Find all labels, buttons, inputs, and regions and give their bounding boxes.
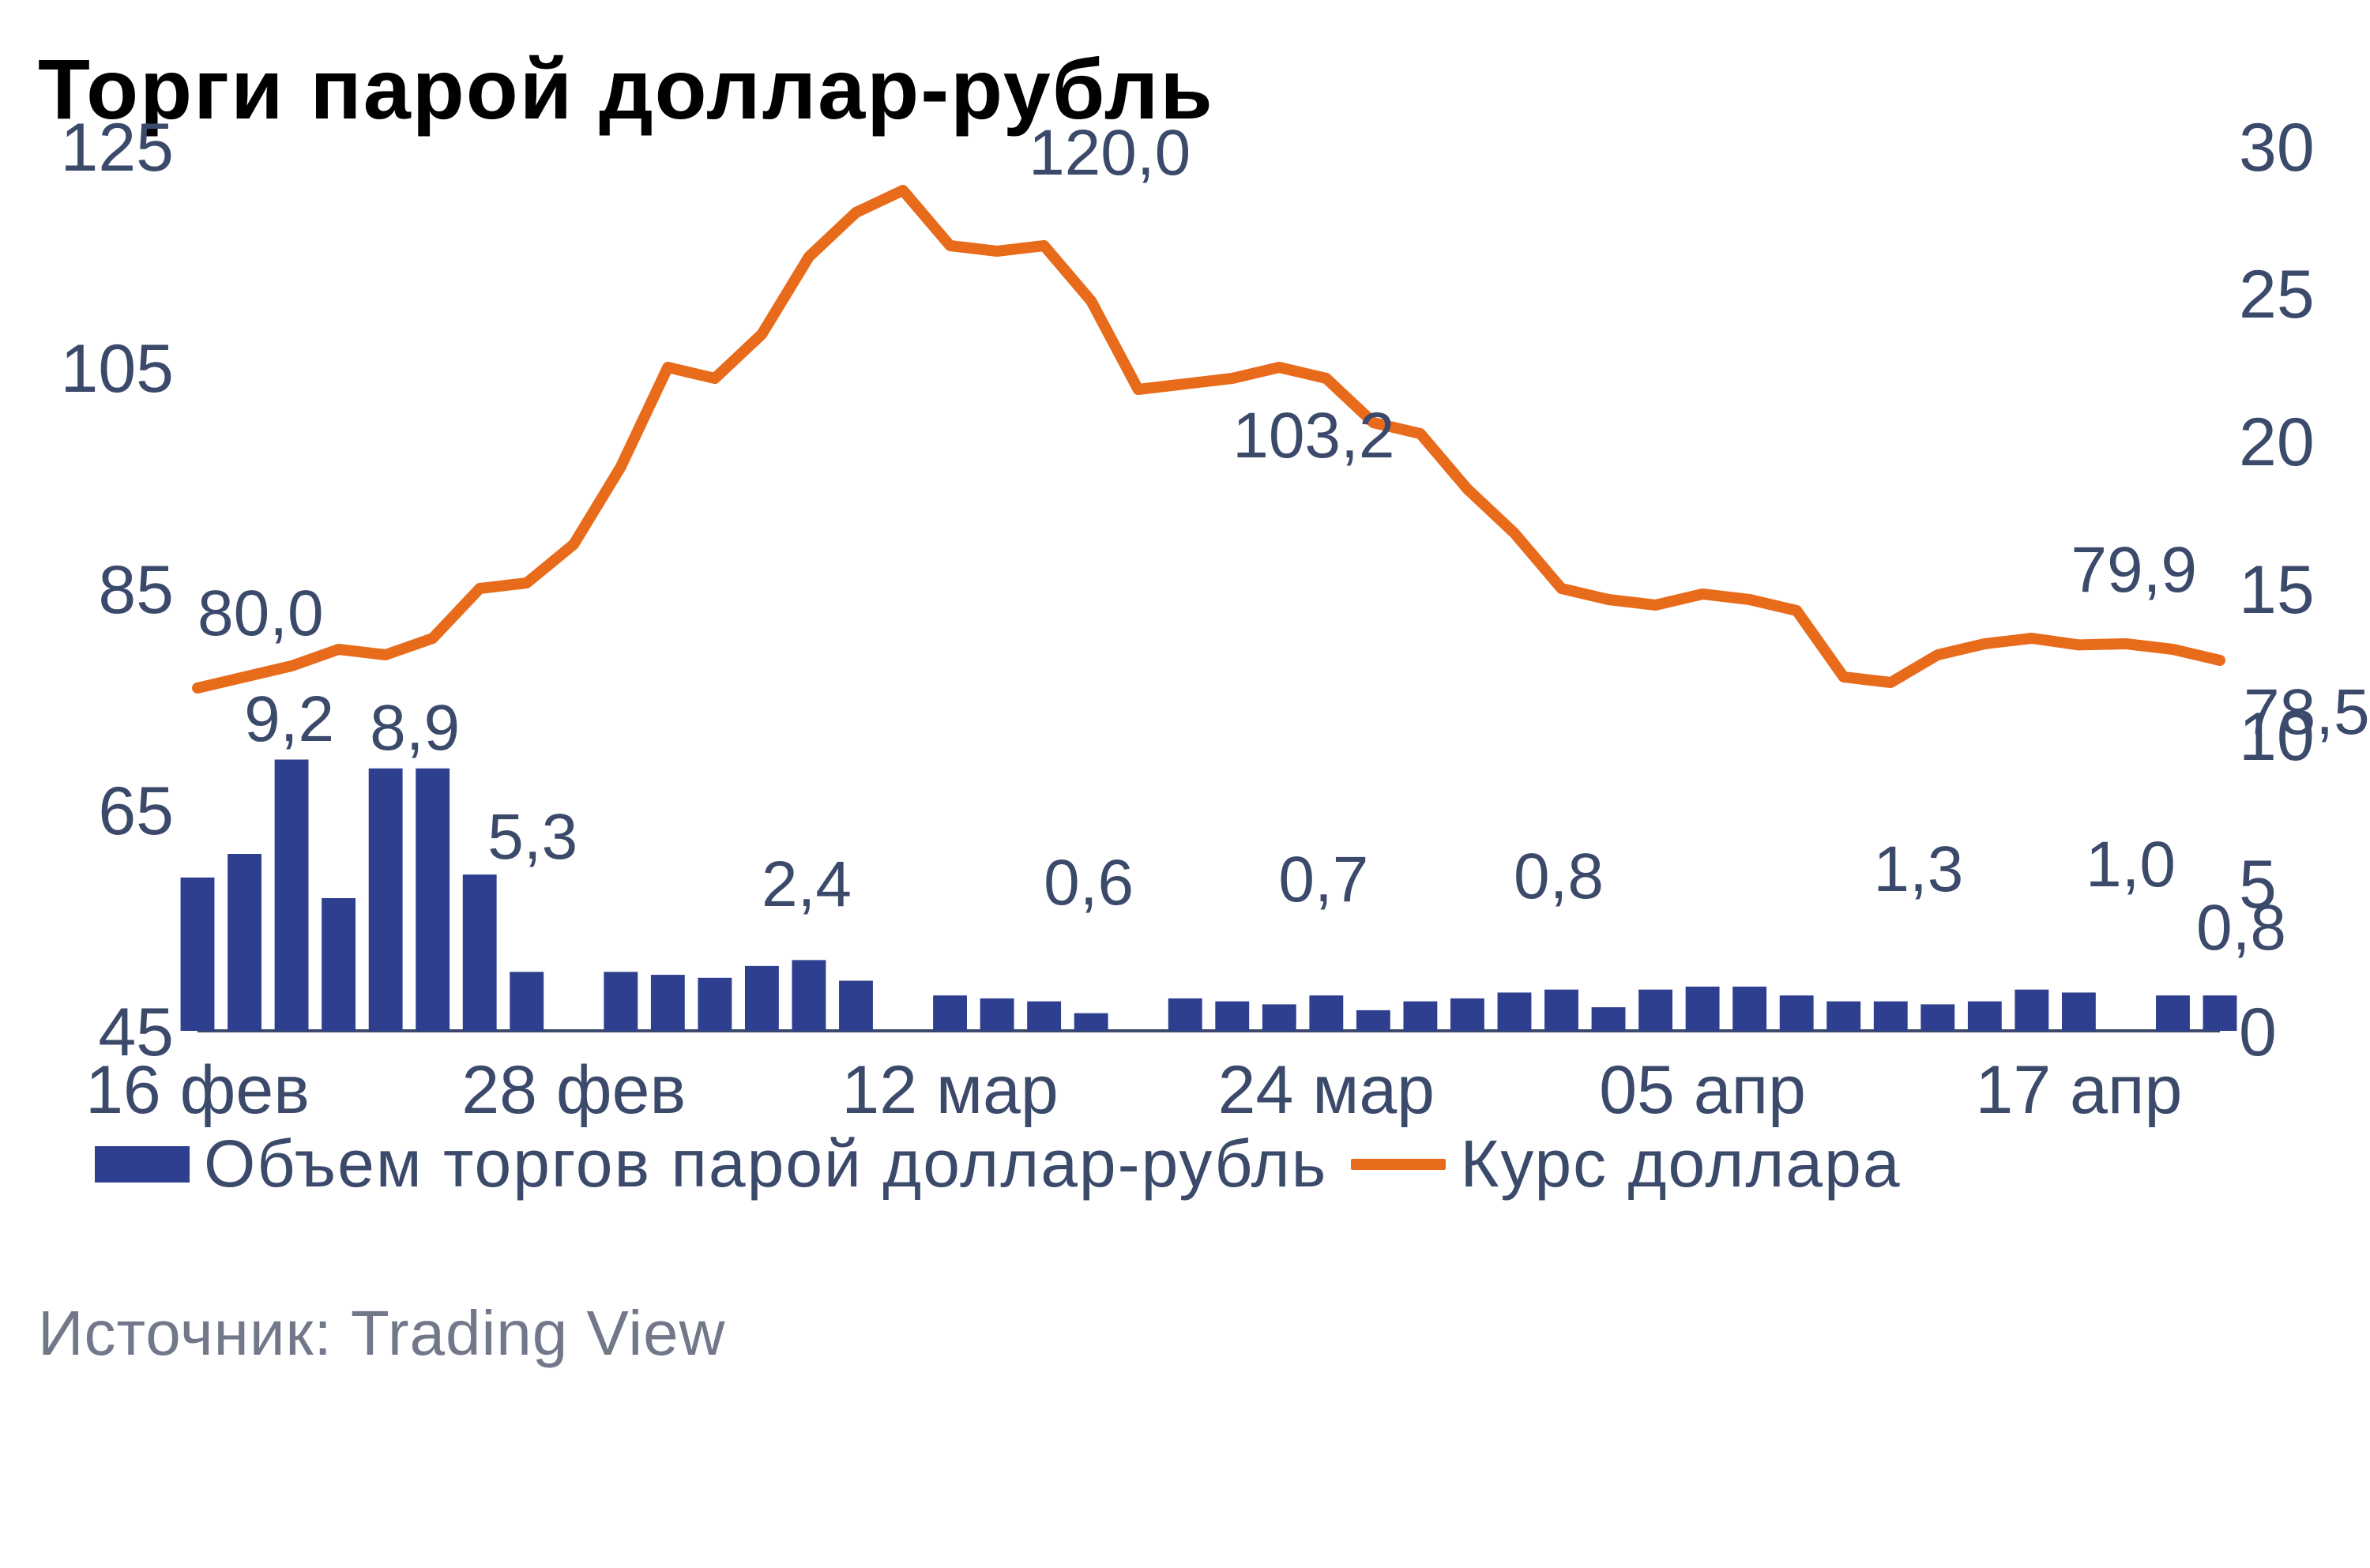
bar-annotation: 1,3 [1873,833,1963,907]
y-left-tick-label: 65 [32,773,174,851]
x-tick-label: 17 апр [1944,1051,2213,1130]
line-annotation: 80,0 [198,577,324,651]
line-annotation: 79,9 [2071,533,2197,607]
y-right-tick-label: 20 [2239,404,2315,482]
legend-label-bar: Объем торгов парой доллар-рубль [204,1126,1327,1202]
chart-plot-area: 45658510512505101520253016 фев28 фев12 м… [32,146,2338,1126]
y-left-tick-label: 105 [32,330,174,408]
legend: Объем торгов парой доллар-рубль Курс дол… [95,1126,2323,1202]
y-left-tick-label: 125 [32,109,174,187]
bar-annotation: 5,3 [487,800,577,874]
bar-annotation: 0,8 [1514,840,1604,914]
bar-annotation: 0,8 [2196,891,2286,965]
x-tick-label: 28 фев [439,1051,708,1130]
y-right-tick-label: 25 [2239,256,2315,334]
x-tick-label: 05 апр [1568,1051,1837,1130]
legend-item-line: Курс доллара [1351,1126,1901,1202]
source-caption: Источник: Trading View [38,1297,2323,1370]
legend-swatch-bar [95,1146,190,1183]
bar-annotation: 0,7 [1278,843,1368,917]
legend-swatch-line [1351,1159,1446,1170]
line-annotation: 78,5 [2244,675,2370,750]
bar-annotation: 9,2 [244,682,334,757]
y-right-tick-label: 30 [2239,109,2315,187]
y-right-tick-label: 0 [2239,994,2277,1072]
legend-label-line: Курс доллара [1460,1126,1901,1202]
x-tick-label: 16 фев [63,1051,332,1130]
bar-annotation: 0,6 [1044,846,1134,920]
bar-annotation: 1,0 [2086,828,2176,902]
bar-annotation: 8,9 [370,691,460,765]
line-annotation: 103,2 [1232,399,1394,473]
y-left-tick-label: 85 [32,551,174,630]
x-tick-label: 12 мар [816,1051,1085,1130]
line-annotation: 120,0 [1029,116,1191,190]
y-right-tick-label: 15 [2239,551,2315,630]
bar-annotation: 2,4 [762,848,852,922]
legend-item-bar: Объем торгов парой доллар-рубль [95,1126,1327,1202]
x-tick-label: 24 мар [1192,1051,1461,1130]
chart-container: Торги парой доллар-рубль 456585105125051… [0,0,2370,1568]
